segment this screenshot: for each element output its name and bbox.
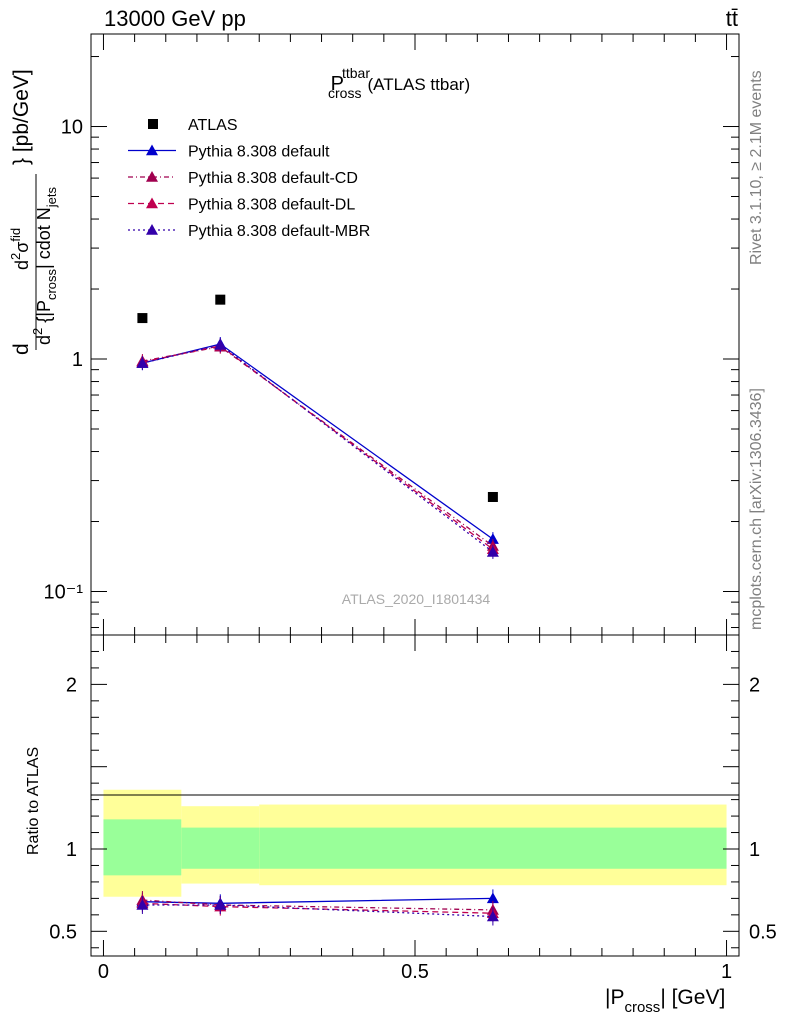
ratio-y-tick-label-right: 0.5 xyxy=(749,921,777,943)
svg-text:d2σfid: d2σfid xyxy=(8,228,32,270)
ratio-y-axis-label: Ratio to ATLAS xyxy=(25,747,42,855)
svg-text:d: d xyxy=(10,343,33,355)
data-point-atlas xyxy=(137,313,148,324)
x-axis-label: |Pcross| [GeV] xyxy=(605,986,725,1016)
ratio-panel: 0.5 0.51 12 2 0 0.5 1 Ratio to ATLAS |Pcross|… xyxy=(25,634,777,1016)
data-point-default xyxy=(486,533,499,544)
main-title-main: P xyxy=(331,73,344,95)
ratio-line-mbr xyxy=(142,904,493,918)
main-y-axis-label: d d2σfid d2 {|Pcross| cdot Njets } [pb/G… xyxy=(8,69,59,355)
main-title-sup: ttbar xyxy=(342,65,370,81)
ratio-point-mbr xyxy=(214,898,227,910)
ratio-y-tick-label: 0.5 xyxy=(49,921,77,943)
rivet-version-label: Rivet 3.1.10, ≥ 2.1M events xyxy=(748,70,765,265)
legend-label-default: Pythia 8.308 default xyxy=(188,144,330,161)
ratio-x-axis: 0 0.5 1 xyxy=(98,635,732,983)
watermark: ATLAS_2020_I1801434 xyxy=(342,591,491,607)
main-x-axis xyxy=(102,34,728,635)
ratio-point-mbr xyxy=(486,910,499,922)
main-title-rest: (ATLAS ttbar) xyxy=(367,75,470,94)
series-line-cd xyxy=(142,345,494,547)
ratio-y-tick-label-right: 2 xyxy=(749,674,760,696)
legend-label-mbr: Pythia 8.308 default-MBR xyxy=(188,223,370,240)
svg-text:d2 {|Pcross| cdot Njets: d2 {|Pcross| cdot Njets xyxy=(30,187,59,345)
legend-label-cd: Pythia 8.308 default-CD xyxy=(188,170,358,187)
ratio-line-dl xyxy=(142,902,493,914)
mcplots-label: mcplots.cern.ch [arXiv:1306.3436] xyxy=(748,388,765,630)
x-tick-label: 0 xyxy=(98,961,109,983)
main-y-axis: 10⁻¹ 1 10 xyxy=(44,56,739,629)
main-plot-area xyxy=(136,294,499,559)
x-tick-label: 1 xyxy=(721,961,732,983)
ratio-point-default xyxy=(486,892,499,904)
ratio-y-tick-label-right: 1 xyxy=(749,839,760,861)
series-line-mbr xyxy=(142,344,494,553)
main-y-tick-label: 10⁻¹ xyxy=(44,582,84,604)
data-point-mbr xyxy=(136,357,149,368)
main-y-tick-label: 1 xyxy=(72,349,83,371)
ratio-plot-area xyxy=(136,889,499,926)
ratio-band-green xyxy=(181,827,260,869)
main-title-sub: cross xyxy=(328,85,361,101)
legend: ATLAS Pythia 8.308 default Pythia 8.308 de… xyxy=(128,117,370,240)
ratio-band-green xyxy=(103,819,182,876)
legend-label-atlas: ATLAS xyxy=(188,117,238,134)
ratio-y-tick-label: 2 xyxy=(66,674,77,696)
ratio-line-cd xyxy=(142,899,493,911)
legend-label-dl: Pythia 8.308 default-DL xyxy=(188,197,355,214)
svg-text:} [pb/GeV]: } [pb/GeV] xyxy=(10,69,33,165)
main-title: Pttbar cross (ATLAS ttbar) xyxy=(328,65,470,101)
ratio-uncertainty-bands xyxy=(103,789,727,897)
data-point-mbr xyxy=(486,545,499,557)
legend-marker-mbr xyxy=(146,224,158,235)
ratio-band-green xyxy=(259,827,727,869)
ratio-y-axis: 0.5 0.5 1 1 2 2 xyxy=(49,650,777,949)
x-tick-label: 0.5 xyxy=(401,961,429,983)
legend-marker-dl xyxy=(146,197,158,209)
energy-label: 13000 GeV pp xyxy=(104,6,246,31)
legend-marker-atlas xyxy=(148,119,158,129)
series-line-dl xyxy=(142,345,494,550)
ratio-line-default xyxy=(142,897,493,904)
legend-marker-default xyxy=(146,144,158,156)
main-y-tick-label: 10 xyxy=(61,117,83,139)
process-label: tt̄ xyxy=(726,6,738,31)
legend-marker-cd xyxy=(146,171,158,182)
data-point-atlas xyxy=(215,294,226,305)
ratio-point-mbr xyxy=(136,898,149,910)
data-point-mbr xyxy=(214,338,227,350)
main-panel: ATLAS_2020_I1801434 Pttbar cross (ATLAS tt… xyxy=(8,33,740,636)
data-point-atlas xyxy=(487,491,498,502)
ratio-y-tick-label: 1 xyxy=(66,839,77,861)
